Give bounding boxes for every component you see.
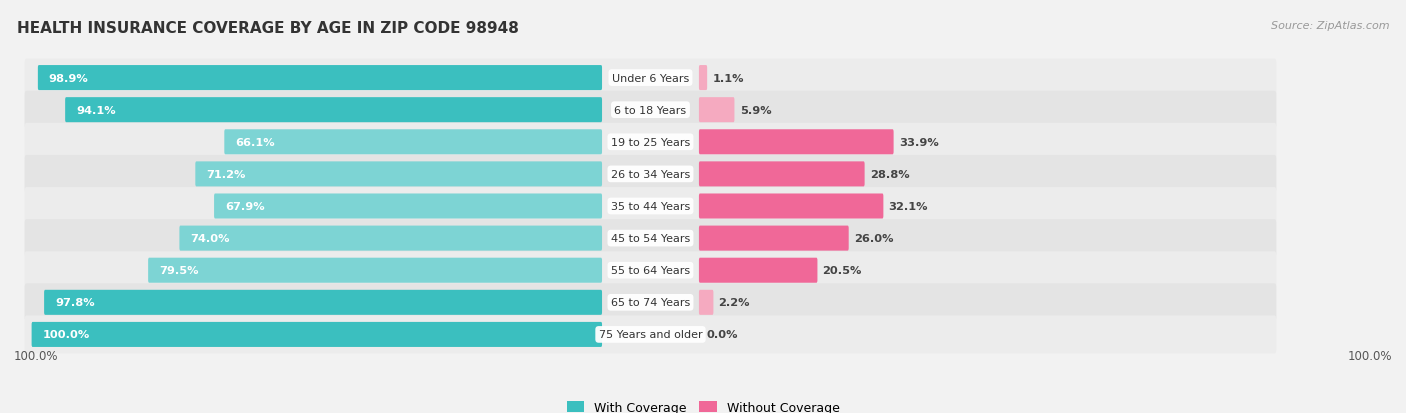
- Text: 55 to 64 Years: 55 to 64 Years: [612, 266, 690, 275]
- Text: 75 Years and older: 75 Years and older: [599, 330, 702, 339]
- Text: 67.9%: 67.9%: [225, 202, 264, 211]
- FancyBboxPatch shape: [699, 66, 707, 91]
- Text: 20.5%: 20.5%: [823, 266, 862, 275]
- FancyBboxPatch shape: [195, 162, 602, 187]
- FancyBboxPatch shape: [24, 188, 1277, 225]
- Text: 65 to 74 Years: 65 to 74 Years: [610, 298, 690, 308]
- FancyBboxPatch shape: [699, 162, 865, 187]
- FancyBboxPatch shape: [699, 98, 734, 123]
- Text: 94.1%: 94.1%: [76, 105, 115, 115]
- Text: 100.0%: 100.0%: [42, 330, 90, 339]
- Text: 79.5%: 79.5%: [159, 266, 198, 275]
- Text: 26 to 34 Years: 26 to 34 Years: [610, 169, 690, 180]
- Text: Under 6 Years: Under 6 Years: [612, 74, 689, 83]
- Text: HEALTH INSURANCE COVERAGE BY AGE IN ZIP CODE 98948: HEALTH INSURANCE COVERAGE BY AGE IN ZIP …: [17, 21, 519, 36]
- FancyBboxPatch shape: [225, 130, 602, 155]
- FancyBboxPatch shape: [24, 220, 1277, 257]
- FancyBboxPatch shape: [24, 92, 1277, 129]
- FancyBboxPatch shape: [24, 59, 1277, 97]
- FancyBboxPatch shape: [24, 123, 1277, 161]
- Text: 74.0%: 74.0%: [190, 233, 229, 244]
- Text: 100.0%: 100.0%: [1347, 349, 1392, 362]
- FancyBboxPatch shape: [24, 156, 1277, 193]
- Text: 2.2%: 2.2%: [718, 298, 749, 308]
- Text: 33.9%: 33.9%: [898, 138, 939, 147]
- FancyBboxPatch shape: [699, 130, 894, 155]
- FancyBboxPatch shape: [180, 226, 602, 251]
- Text: 5.9%: 5.9%: [740, 105, 772, 115]
- Text: 6 to 18 Years: 6 to 18 Years: [614, 105, 686, 115]
- Text: 97.8%: 97.8%: [55, 298, 94, 308]
- Text: 35 to 44 Years: 35 to 44 Years: [610, 202, 690, 211]
- FancyBboxPatch shape: [38, 66, 602, 91]
- Text: 26.0%: 26.0%: [853, 233, 893, 244]
- FancyBboxPatch shape: [699, 290, 713, 315]
- FancyBboxPatch shape: [148, 258, 602, 283]
- Text: 1.1%: 1.1%: [713, 74, 744, 83]
- FancyBboxPatch shape: [65, 98, 602, 123]
- FancyBboxPatch shape: [214, 194, 602, 219]
- Text: 28.8%: 28.8%: [870, 169, 910, 180]
- Text: 100.0%: 100.0%: [14, 349, 59, 362]
- Text: 19 to 25 Years: 19 to 25 Years: [610, 138, 690, 147]
- Legend: With Coverage, Without Coverage: With Coverage, Without Coverage: [567, 401, 839, 413]
- FancyBboxPatch shape: [699, 226, 849, 251]
- FancyBboxPatch shape: [31, 322, 602, 347]
- Text: 45 to 54 Years: 45 to 54 Years: [610, 233, 690, 244]
- Text: 98.9%: 98.9%: [49, 74, 89, 83]
- FancyBboxPatch shape: [699, 258, 817, 283]
- Text: Source: ZipAtlas.com: Source: ZipAtlas.com: [1271, 21, 1389, 31]
- FancyBboxPatch shape: [44, 290, 602, 315]
- FancyBboxPatch shape: [24, 316, 1277, 354]
- FancyBboxPatch shape: [24, 252, 1277, 290]
- Text: 71.2%: 71.2%: [207, 169, 246, 180]
- FancyBboxPatch shape: [699, 194, 883, 219]
- Text: 66.1%: 66.1%: [235, 138, 274, 147]
- FancyBboxPatch shape: [24, 284, 1277, 321]
- Text: 32.1%: 32.1%: [889, 202, 928, 211]
- Text: 0.0%: 0.0%: [706, 330, 738, 339]
